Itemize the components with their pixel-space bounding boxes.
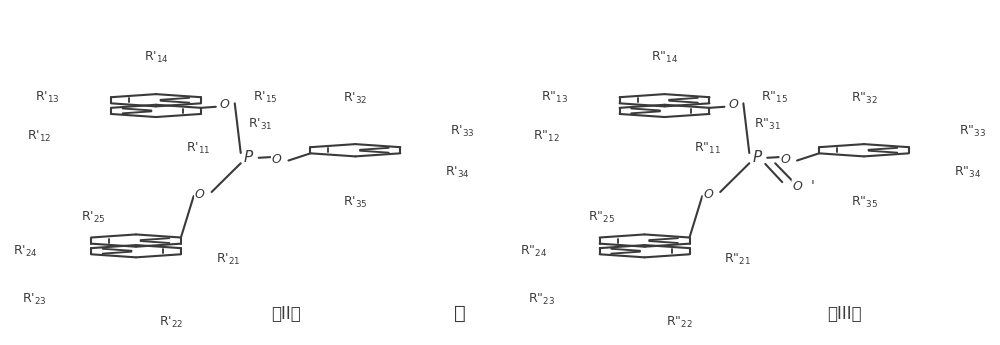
Text: R"$_{11}$: R"$_{11}$ <box>694 141 721 156</box>
Text: （II）: （II） <box>271 305 300 323</box>
Text: R'$_{11}$: R'$_{11}$ <box>186 141 210 156</box>
Text: R"$_{14}$: R"$_{14}$ <box>651 50 678 65</box>
Text: P: P <box>753 150 762 165</box>
Text: R"$_{34}$: R"$_{34}$ <box>954 165 981 180</box>
Text: R'$_{21}$: R'$_{21}$ <box>216 252 240 267</box>
Text: R'$_{34}$: R'$_{34}$ <box>445 165 470 180</box>
Text: O: O <box>703 188 713 201</box>
Text: R"$_{32}$: R"$_{32}$ <box>851 91 877 106</box>
Text: R'$_{31}$: R'$_{31}$ <box>248 117 273 132</box>
Text: R"$_{23}$: R"$_{23}$ <box>528 292 555 307</box>
Text: R'$_{23}$: R'$_{23}$ <box>22 292 46 307</box>
Text: R'$_{22}$: R'$_{22}$ <box>159 315 183 329</box>
Text: P: P <box>244 150 253 165</box>
Text: R"$_{21}$: R"$_{21}$ <box>724 252 751 267</box>
Text: O: O <box>780 153 790 166</box>
Text: R"$_{31}$: R"$_{31}$ <box>754 117 781 132</box>
Text: O: O <box>272 153 281 166</box>
Text: O: O <box>220 98 230 111</box>
Text: R'$_{14}$: R'$_{14}$ <box>144 50 168 65</box>
Text: O: O <box>792 180 802 193</box>
Text: R'$_{33}$: R'$_{33}$ <box>450 124 475 139</box>
Text: R"$_{13}$: R"$_{13}$ <box>541 90 568 105</box>
Text: R"$_{22}$: R"$_{22}$ <box>666 315 693 329</box>
Text: 、: 、 <box>454 304 466 323</box>
Text: R"$_{35}$: R"$_{35}$ <box>851 195 877 210</box>
Text: R"$_{33}$: R"$_{33}$ <box>959 124 986 139</box>
Text: （III）: （III） <box>827 305 861 323</box>
Text: ': ' <box>810 179 814 193</box>
Text: R"$_{25}$: R"$_{25}$ <box>588 209 615 225</box>
Text: R'$_{35}$: R'$_{35}$ <box>343 195 368 210</box>
Text: R'$_{25}$: R'$_{25}$ <box>81 209 106 225</box>
Text: R"$_{12}$: R"$_{12}$ <box>533 129 560 144</box>
Text: R"$_{24}$: R"$_{24}$ <box>520 244 547 259</box>
Text: R"$_{15}$: R"$_{15}$ <box>761 90 788 105</box>
Text: R'$_{32}$: R'$_{32}$ <box>343 91 368 106</box>
Text: R'$_{15}$: R'$_{15}$ <box>253 90 277 105</box>
Text: R'$_{24}$: R'$_{24}$ <box>13 244 38 259</box>
Text: O: O <box>195 188 205 201</box>
Text: R'$_{13}$: R'$_{13}$ <box>35 90 59 105</box>
Text: R'$_{12}$: R'$_{12}$ <box>27 129 51 144</box>
Text: O: O <box>728 98 738 111</box>
